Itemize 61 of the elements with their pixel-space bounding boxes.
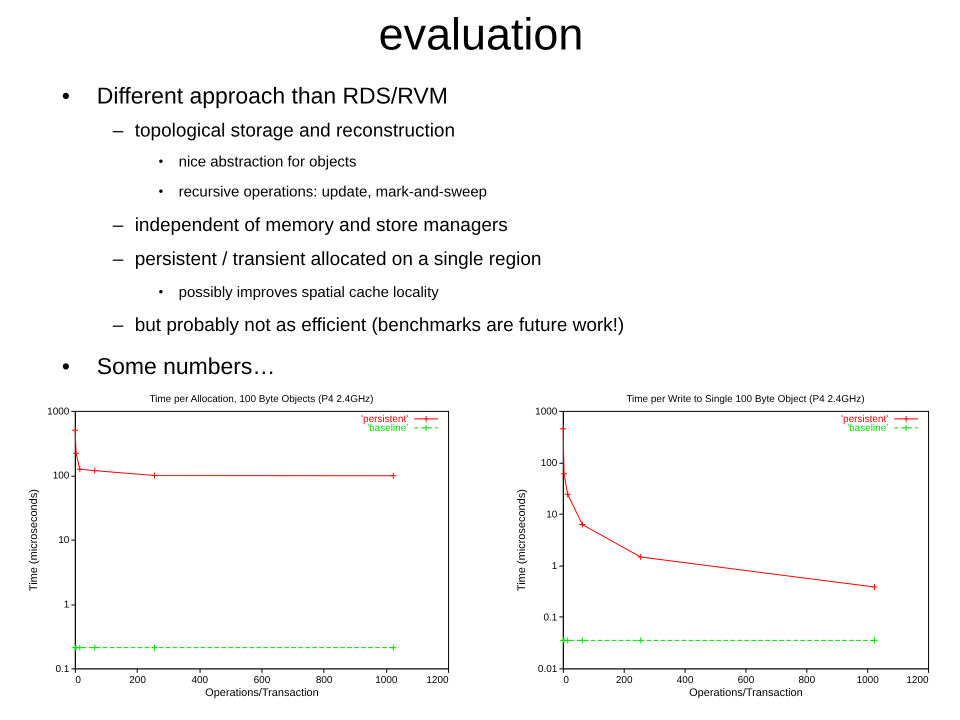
- point: [578, 521, 586, 528]
- legend-label: 'persistent': [361, 414, 408, 425]
- y-tick-label: 1000: [535, 406, 558, 418]
- y-tick-label: 1: [552, 560, 558, 572]
- x-tick-label: 400: [191, 674, 209, 686]
- point: [560, 470, 568, 478]
- point: [564, 636, 572, 644]
- chart-title: Time per Allocation, 100 Byte Objects (P4 2.4GHz): [149, 394, 374, 405]
- x-tick-label: 1000: [375, 674, 398, 686]
- text: • Different approach than RDS/RVM: [62, 82, 448, 109]
- y-axis-title: Time (microseconds): [516, 489, 528, 592]
- x-tick-label: 1200: [906, 674, 930, 686]
- x-tick-label: 1000: [856, 674, 880, 686]
- point: [871, 636, 878, 644]
- x-tick-label: 0: [563, 674, 570, 686]
- point: [637, 636, 644, 644]
- chart-title: Time per Write to Single 100 Byte Object (P4 2.4GHz): [626, 394, 865, 405]
- point: [637, 554, 644, 561]
- x-tick-label: 200: [129, 674, 146, 686]
- y-tick-label: 1000: [47, 406, 70, 418]
- legend-label: 'baseline': [847, 422, 888, 434]
- x-axis-title: Operations/Transaction: [689, 686, 803, 699]
- x-tick-label: 0: [75, 674, 82, 686]
- text: – topological storage and reconstruction: [112, 120, 456, 142]
- y-tick-label: 0.01: [538, 664, 558, 675]
- text: • Some numbers…: [62, 352, 276, 379]
- text: • recursive operations: update, mark-and-sweep: [158, 183, 487, 200]
- y-tick-label: 10: [546, 509, 558, 520]
- point: [390, 644, 397, 652]
- y-tick-label: 0.1: [543, 612, 558, 624]
- point: [150, 472, 158, 480]
- y-axis-title: Time (microseconds): [28, 489, 40, 592]
- x-tick-label: 200: [616, 674, 633, 686]
- point: [564, 490, 572, 498]
- x-tick-label: 800: [798, 674, 816, 686]
- y-tick-label: 100: [540, 458, 558, 469]
- y-tick-label: 1: [64, 599, 70, 610]
- point: [91, 467, 98, 474]
- point: [76, 466, 84, 473]
- point: [578, 636, 586, 644]
- point: [76, 644, 84, 652]
- x-tick-label: 1200: [426, 674, 450, 686]
- point: [91, 644, 98, 652]
- point: [150, 644, 158, 652]
- legend-label: 'persistent': [841, 414, 888, 425]
- text: – independent of memory and store managers: [112, 215, 508, 236]
- x-tick-label: 600: [738, 674, 755, 686]
- text: – persistent / transient allocated on a single region: [112, 249, 542, 270]
- x-axis-title: Operations/Transaction: [205, 686, 319, 699]
- y-tick-label: 0.1: [55, 664, 70, 675]
- text: – but probably not as efficient (benchmarks are future work!): [112, 315, 624, 336]
- y-tick-label: 10: [58, 535, 70, 546]
- text: • possibly improves spatial cache locality: [158, 284, 440, 302]
- y-tick-label: 100: [52, 470, 70, 482]
- text: evaluation: [378, 8, 584, 60]
- text: • nice abstraction for objects: [158, 153, 357, 170]
- legend-label: 'baseline': [367, 422, 408, 434]
- x-tick-label: 800: [316, 674, 333, 686]
- point: [72, 450, 80, 457]
- x-tick-label: 600: [254, 674, 271, 686]
- x-tick-label: 400: [676, 674, 694, 686]
